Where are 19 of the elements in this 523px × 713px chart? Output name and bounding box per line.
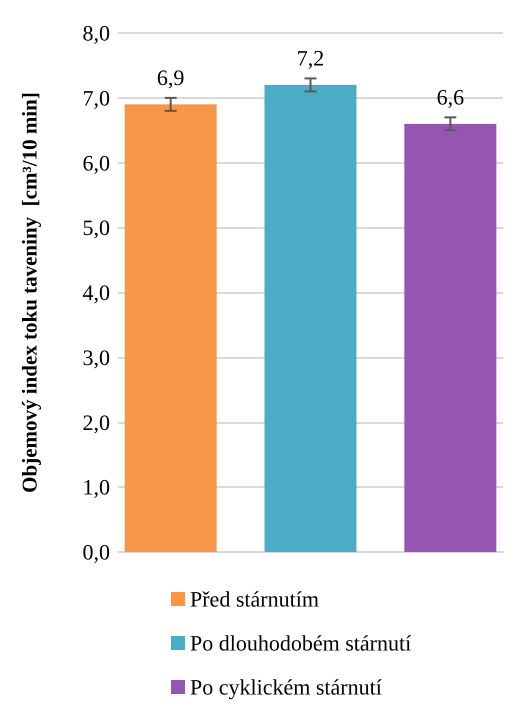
y-tick-label: 8,0 — [82, 20, 110, 46]
bar — [124, 104, 217, 552]
legend-label: Po dlouhodobém stárnutí — [190, 630, 412, 656]
data-label: 6,6 — [436, 84, 464, 110]
y-tick-label: 2,0 — [82, 410, 110, 435]
y-tick-label: 5,0 — [82, 215, 110, 240]
y-tick-label: 7,0 — [82, 85, 110, 110]
legend-label: Po cyklickém stárnutí — [190, 674, 382, 700]
y-axis-title: Objemový index toku taveniny [cm³/10 min] — [18, 92, 42, 493]
bar — [264, 84, 356, 552]
data-label: 6,9 — [156, 64, 184, 90]
y-tick-label: 3,0 — [82, 344, 110, 370]
legend-label: Před stárnutím — [190, 586, 319, 612]
y-tick-label: 4,0 — [82, 280, 110, 305]
data-label: 7,2 — [296, 45, 324, 70]
y-tick-label: 1,0 — [82, 474, 110, 500]
y-tick-label: 0,0 — [82, 540, 110, 564]
y-tick-label: 6,0 — [82, 150, 110, 176]
bar — [404, 124, 496, 552]
